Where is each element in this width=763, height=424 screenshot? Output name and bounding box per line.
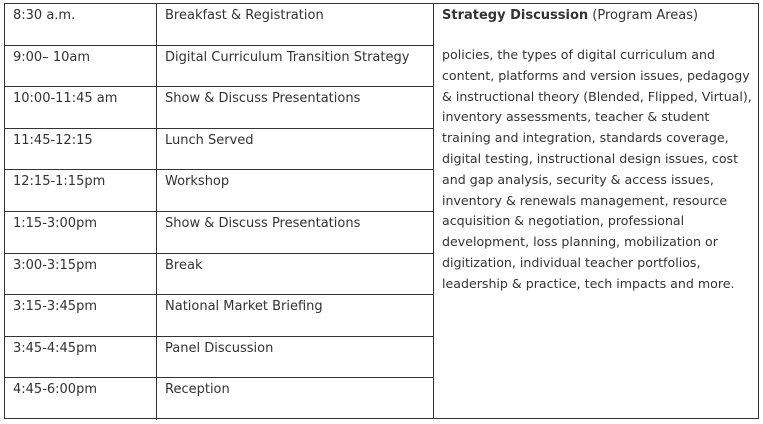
event-cell: Lunch Served [165, 132, 254, 148]
event-cell: National Market Briefing [165, 299, 323, 315]
table-row: 10:00-11:45 am Show & Discuss Presentati… [5, 87, 433, 129]
event-cell: Show & Discuss Presentations [165, 215, 361, 231]
event-cell: Reception [165, 382, 230, 398]
schedule-column: 8:30 a.m. Breakfast & Registration 9:00–… [5, 4, 433, 420]
table-row: 1:15-3:00pm Show & Discuss Presentations [5, 211, 433, 254]
time-cell: 1:15-3:00pm [5, 211, 157, 253]
time-cell: 12:15-1:15pm [5, 170, 157, 211]
event-cell: Break [165, 257, 203, 273]
table-row: 3:15-3:45pm National Market Briefing [5, 295, 433, 337]
table-row: 8:30 a.m. Breakfast & Registration [5, 4, 433, 46]
table-row: 9:00– 10am Digital Curriculum Transition… [5, 45, 433, 88]
event-cell: Digital Curriculum Transition Strategy [165, 49, 410, 65]
strategy-heading: Strategy Discussion (Program Areas) [442, 8, 752, 24]
strategy-subtitle: (Program Areas) [588, 8, 699, 23]
agenda-table: 8:30 a.m. Breakfast & Registration 9:00–… [4, 3, 759, 420]
table-row: 3:00-3:15pm Break [5, 253, 433, 296]
time-cell: 4:45-6:00pm [5, 378, 157, 420]
event-cell: Panel Discussion [165, 340, 274, 356]
table-row: 4:45-6:00pm Reception [5, 378, 433, 420]
table-row: 12:15-1:15pm Workshop [5, 170, 433, 212]
table-row: 11:45-12:15 Lunch Served [5, 128, 433, 171]
time-cell: 3:15-3:45pm [5, 295, 157, 336]
time-cell: 3:00-3:15pm [5, 253, 157, 295]
time-cell: 11:45-12:15 [5, 128, 157, 170]
strategy-title: Strategy Discussion [442, 8, 589, 23]
event-cell: Show & Discuss Presentations [165, 91, 361, 107]
strategy-description: policies, the types of digital curriculu… [442, 47, 752, 291]
time-cell: 3:45-4:45pm [5, 336, 157, 378]
table-row: 3:45-4:45pm Panel Discussion [5, 336, 433, 379]
time-cell: 10:00-11:45 am [5, 87, 157, 128]
strategy-discussion-panel: Strategy Discussion (Program Areas) poli… [433, 4, 758, 418]
event-cell: Workshop [165, 174, 230, 190]
time-cell: 9:00– 10am [5, 45, 157, 87]
time-cell: 8:30 a.m. [5, 4, 157, 45]
event-cell: Breakfast & Registration [165, 8, 324, 23]
